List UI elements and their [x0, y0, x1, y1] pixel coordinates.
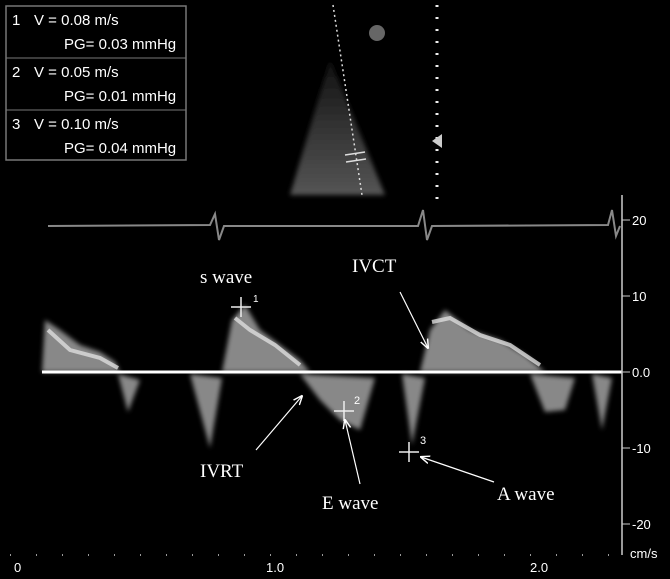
calipers: [231, 297, 419, 462]
annotation: E wave: [322, 493, 378, 514]
gradient: PG= 0.04 mmHg: [64, 140, 176, 157]
caliper: [231, 297, 251, 317]
gradient: PG= 0.03 mmHg: [64, 36, 176, 53]
annotation: s wave: [200, 267, 252, 288]
indicator-dot: [369, 25, 385, 41]
tick-label: 0: [14, 560, 21, 575]
box-frame: [5, 5, 187, 161]
caliper: [334, 401, 354, 421]
unit-label: cm/s: [630, 546, 658, 561]
tick-label: 10: [632, 289, 646, 304]
tick-label: 20: [632, 213, 646, 228]
velocity-axis: 20 10 0.0 -10 -20 cm/s: [621, 195, 658, 561]
tick-label: 0.0: [632, 365, 650, 380]
sample-gate: [344, 151, 366, 156]
measure-index: 3: [12, 116, 20, 133]
tick-label: 2.0: [530, 560, 548, 575]
measure-index: 1: [12, 12, 20, 29]
time-axis: 0 1.0 2.0: [10, 554, 618, 575]
ecg-trace: [47, 209, 621, 241]
focus-marker: [432, 134, 442, 148]
velocity: V = 0.08 m/s: [34, 12, 119, 29]
velocity: V = 0.10 m/s: [34, 116, 119, 133]
annotation: IVCT: [352, 256, 397, 277]
caliper-label: 2: [354, 395, 360, 407]
arrows: [255, 291, 495, 485]
measurement-box: 1 V = 0.08 m/s PG= 0.03 mmHg 2 V = 0.05 …: [5, 5, 187, 161]
tick-label: -20: [632, 517, 651, 532]
sample-gate: [345, 158, 367, 163]
tick-label: -10: [632, 441, 651, 456]
arrow: [399, 291, 428, 348]
velocity: V = 0.05 m/s: [34, 64, 119, 81]
tick-label: 1.0: [266, 560, 284, 575]
arrow: [345, 420, 361, 485]
arrow: [421, 457, 495, 483]
cursor-line: [332, 4, 363, 196]
annotation: IVRT: [200, 461, 244, 482]
annotation: A wave: [497, 484, 555, 505]
caliper: [399, 442, 419, 462]
doppler-envelope: [46, 315, 542, 370]
arrow: [255, 396, 302, 451]
measure-index: 2: [12, 64, 20, 81]
caliper-label: 1: [253, 294, 259, 305]
caliper-label: 3: [420, 435, 426, 447]
gradient: PG= 0.01 mmHg: [64, 88, 176, 105]
sector-image: [290, 60, 385, 195]
